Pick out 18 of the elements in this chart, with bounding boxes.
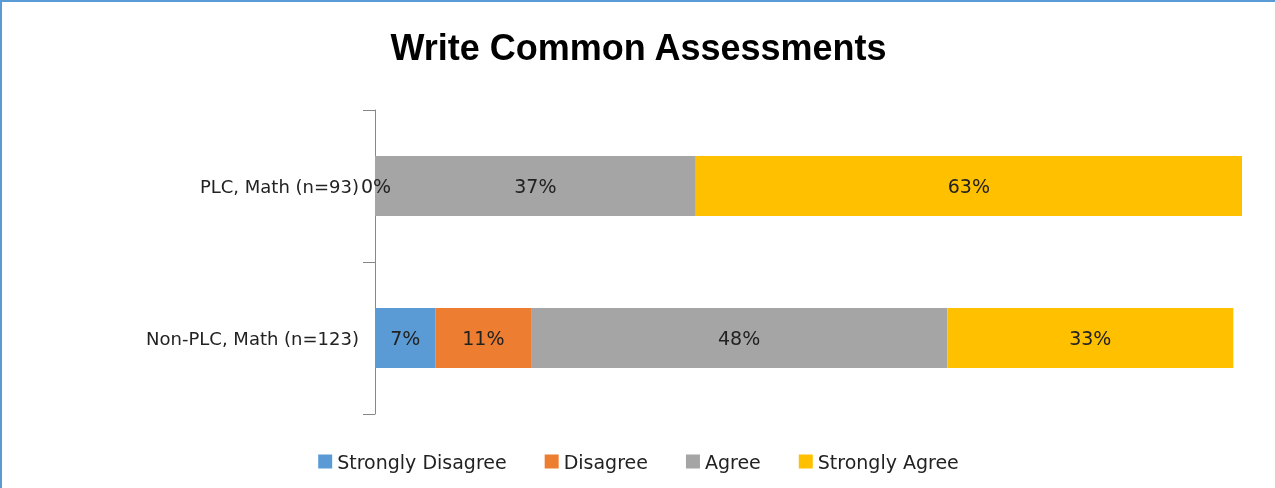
legend-label: Disagree xyxy=(563,450,648,473)
data-label: 37% xyxy=(514,175,557,197)
y-tick-label: PLC, Math (n=93) xyxy=(199,175,359,197)
data-label: 63% xyxy=(947,175,991,197)
bar xyxy=(375,308,436,368)
bar xyxy=(947,308,1234,368)
bar xyxy=(435,308,532,368)
data-label: 11% xyxy=(462,327,505,349)
data-label: 33% xyxy=(1069,327,1112,349)
data-label: 48% xyxy=(718,327,761,349)
bar xyxy=(695,156,1242,216)
bar xyxy=(531,308,948,368)
legend-label: Strongly Disagree xyxy=(337,450,507,473)
legend-label: Agree xyxy=(704,450,761,473)
data-label: 7% xyxy=(390,327,421,349)
legend-label: Strongly Agree xyxy=(817,450,959,473)
y-tick-label: Non-PLC, Math (n=123) xyxy=(146,327,359,349)
chart-title: Write Common Assessments xyxy=(390,26,887,68)
